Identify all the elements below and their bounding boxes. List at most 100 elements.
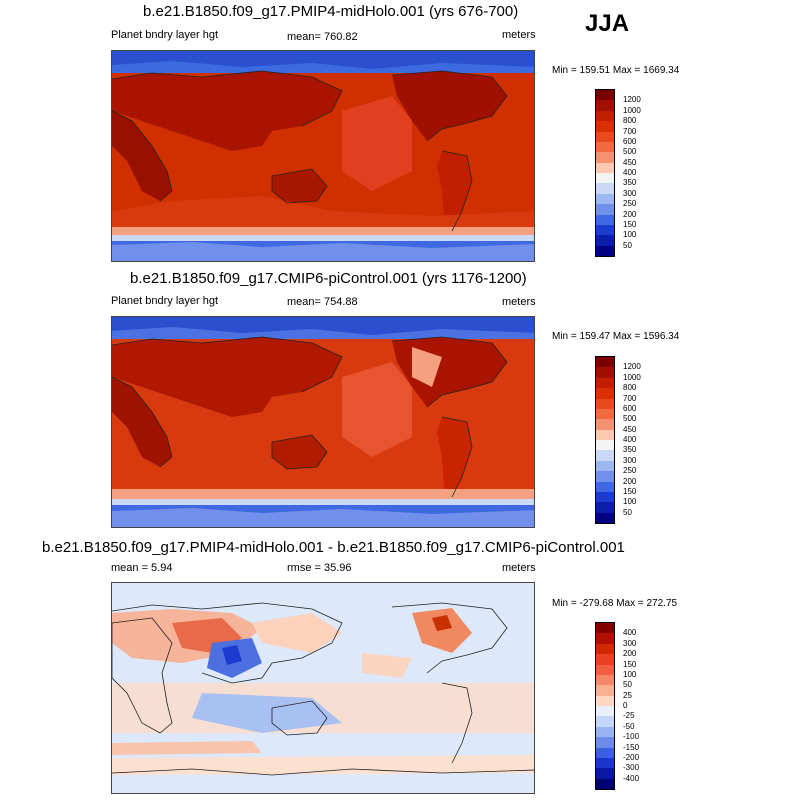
colorbar-tick-label: -300 [623, 763, 640, 773]
colorbar-swatch [596, 131, 614, 142]
colorbar-swatch [596, 440, 614, 451]
colorbar-tick-label: 25 [623, 690, 632, 700]
colorbar-tick-label: 400 [623, 168, 637, 177]
colorbar-swatch [596, 685, 614, 696]
colorbar-tick-label: 100 [623, 497, 637, 507]
colorbar-swatch [596, 408, 614, 420]
panel1-variable-label: Planet bndry layer hgt [111, 29, 219, 41]
colorbar-swatch [596, 778, 614, 789]
panel1-minmax: Min = 159.51 Max = 1669.34 [552, 65, 680, 76]
colorbar-swatch [596, 141, 614, 153]
colorbar-swatch [596, 245, 614, 256]
colorbar-tick-label: 300 [623, 455, 637, 465]
panel3-title: b.e21.B1850.f09_g17.PMIP4-midHolo.001 - … [42, 539, 625, 556]
colorbar-swatch [596, 204, 614, 215]
panel3-map [111, 582, 535, 794]
panel2-title: b.e21.B1850.f09_g17.CMIP6-piControl.001 … [130, 270, 527, 287]
panel1-mean-label: mean= 760.82 [287, 31, 358, 43]
colorbar-tick-label: 250 [623, 466, 637, 476]
colorbar-tick-label: 50 [623, 507, 632, 517]
colorbar-tick-label: 450 [623, 157, 637, 167]
colorbar-tick-label: 400 [623, 435, 637, 444]
colorbar-tick-label: 500 [623, 414, 637, 424]
colorbar-tick-label: 300 [623, 188, 637, 198]
colorbar-tick-label: 700 [623, 393, 637, 403]
colorbar-tick-label: 150 [623, 659, 637, 669]
colorbar-swatch [596, 162, 614, 173]
colorbar-tick-label: 1000 [623, 105, 641, 115]
colorbar-swatch [596, 183, 614, 194]
panel3-mean-label: mean = 5.94 [111, 562, 173, 574]
colorbar-tick-label: 400 [623, 628, 637, 638]
panel1-units-label: meters [502, 29, 536, 41]
colorbar-tick-label: 800 [623, 116, 637, 126]
colorbar-swatch [596, 173, 614, 184]
panel3-minmax: Min = -279.68 Max = 272.75 [552, 598, 678, 609]
colorbar-tick-label: 450 [623, 424, 637, 434]
colorbar-swatch [596, 110, 614, 122]
panel3-colorbar [595, 622, 615, 790]
colorbar-swatch [596, 716, 614, 727]
colorbar-tick-label: 0 [623, 701, 628, 710]
panel1-colorbar [595, 89, 615, 257]
colorbar-swatch [596, 633, 614, 644]
colorbar-swatch [596, 398, 614, 409]
colorbar-tick-label: -150 [623, 742, 640, 752]
colorbar-swatch [596, 471, 614, 482]
colorbar-tick-label: 350 [623, 445, 637, 455]
colorbar-tick-label: 200 [623, 649, 637, 659]
colorbar-swatch [596, 388, 614, 399]
panel2-mean-label: mean= 754.88 [287, 296, 358, 308]
colorbar-tick-label: 100 [623, 669, 637, 679]
colorbar-tick-label: 150 [623, 219, 637, 229]
colorbar-swatch [596, 429, 614, 440]
colorbar-swatch [596, 357, 614, 368]
colorbar-tick-label: 250 [623, 199, 637, 209]
panel3-units-label: meters [502, 562, 536, 574]
colorbar-tick-label: 50 [623, 240, 632, 250]
colorbar-swatch [596, 100, 614, 111]
colorbar-tick-label: 1000 [623, 372, 641, 382]
colorbar-swatch [596, 674, 614, 686]
panel2-variable-label: Planet bndry layer hgt [111, 295, 219, 307]
colorbar-swatch [596, 726, 614, 738]
colorbar-swatch [596, 512, 614, 523]
colorbar-tick-label: -200 [623, 752, 640, 762]
panel1-title: b.e21.B1850.f09_g17.PMIP4-midHolo.001 (y… [143, 3, 519, 20]
colorbar-swatch [596, 377, 614, 389]
colorbar-swatch [596, 450, 614, 461]
colorbar-tick-label: 700 [623, 126, 637, 136]
colorbar-swatch [596, 502, 614, 513]
colorbar-tick-label: 100 [623, 230, 637, 240]
panel2-map [111, 316, 535, 528]
colorbar-swatch [596, 623, 614, 634]
panel3-rmse-label: rmse = 35.96 [287, 562, 352, 574]
colorbar-swatch [596, 214, 614, 225]
colorbar-swatch [596, 654, 614, 665]
colorbar-tick-label: 150 [623, 486, 637, 496]
colorbar-swatch [596, 235, 614, 246]
colorbar-swatch [596, 643, 614, 655]
colorbar-tick-label: 300 [623, 638, 637, 648]
colorbar-tick-label: 1200 [623, 95, 641, 105]
panel2-colorbar [595, 356, 615, 524]
colorbar-swatch [596, 121, 614, 132]
colorbar-swatch [596, 481, 614, 492]
colorbar-tick-label: -400 [623, 773, 640, 783]
colorbar-swatch [596, 90, 614, 101]
colorbar-tick-label: 350 [623, 178, 637, 188]
colorbar-tick-label: 50 [623, 680, 632, 690]
panel1-map [111, 50, 535, 262]
colorbar-tick-label: -100 [623, 732, 640, 742]
colorbar-tick-label: 500 [623, 147, 637, 157]
colorbar-swatch [596, 695, 614, 706]
colorbar-swatch [596, 747, 614, 758]
colorbar-swatch [596, 491, 614, 503]
colorbar-swatch [596, 460, 614, 472]
colorbar-swatch [596, 664, 614, 675]
colorbar-tick-label: 600 [623, 403, 637, 413]
colorbar-swatch [596, 367, 614, 378]
panel2-minmax: Min = 159.47 Max = 1596.34 [552, 331, 680, 342]
colorbar-tick-label: 800 [623, 383, 637, 393]
colorbar-swatch [596, 152, 614, 163]
